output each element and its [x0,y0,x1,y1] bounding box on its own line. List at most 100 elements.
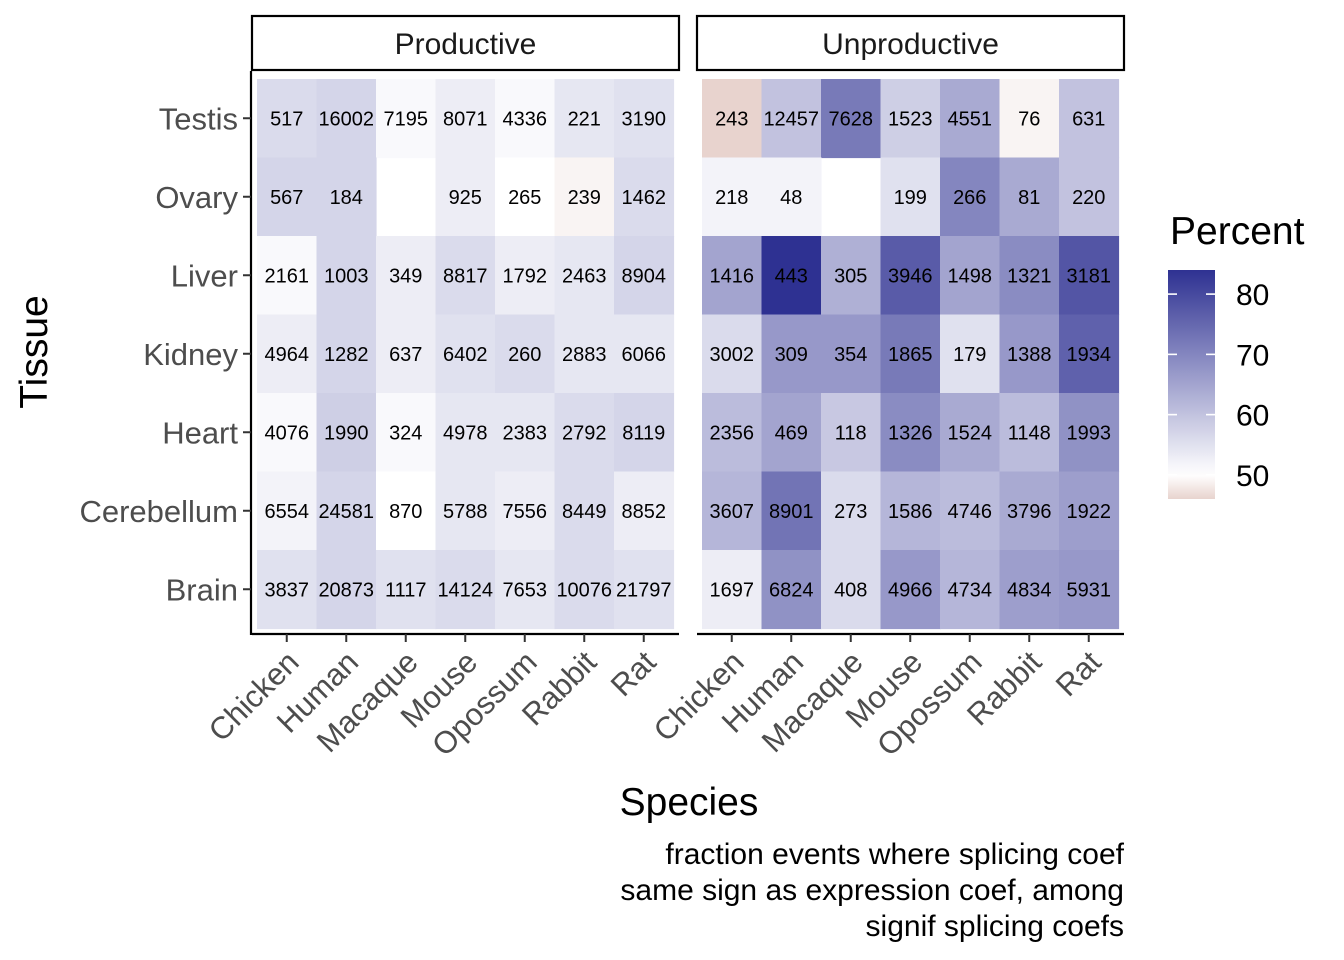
heatmap-cell [702,79,763,159]
heatmap-cell [554,550,615,630]
cell-label: 2356 [710,422,755,444]
caption-line: signif splicing coefs [866,910,1124,943]
heatmap-cell [940,471,1001,551]
cell-label: 567 [270,187,303,209]
x-tick-label: Rat [1049,644,1108,703]
cell-label: 243 [715,108,748,130]
cell-label: 1498 [948,265,993,287]
cell-label: 6402 [443,344,488,366]
heatmap-cell [614,393,675,473]
heatmap-cell [999,79,1060,159]
cell-label: 4076 [265,422,310,444]
cell-label: 239 [568,187,601,209]
heatmap-cell [880,79,941,159]
heatmap-cell [435,157,496,237]
cell-label: 5788 [443,501,488,523]
heatmap-cell [702,236,763,316]
heatmap-cell [495,236,556,316]
heatmap-cell [316,393,377,473]
heatmap-cell [316,550,377,630]
heatmap-cell [614,236,675,316]
heatmap-cell [940,236,1001,316]
cell-label: 1003 [324,265,369,287]
heatmap-cell [761,157,822,237]
cell-label: 1148 [1008,422,1051,444]
cell-label: 8071 [443,108,488,130]
heatmap-cell [435,236,496,316]
heatmap-cell [1059,79,1120,159]
caption: fraction events where splicing coef same… [620,838,1124,943]
cell-label: 4734 [948,579,993,601]
heatmap-cell [821,79,882,159]
heatmap-cell [880,236,941,316]
heatmap-cell [999,550,1060,630]
cell-label: 1321 [1007,265,1052,287]
cell-label: 3837 [265,579,310,601]
heatmap-cell [702,157,763,237]
heatmap-cell [495,79,556,159]
y-tick-label: Ovary [155,180,238,215]
cell-label: 324 [389,422,422,444]
heatmap-cell [316,79,377,159]
heatmap-cell [761,393,822,473]
cell-label: 199 [894,187,927,209]
cell-label: 309 [775,344,808,366]
cell-label: 1586 [888,501,933,523]
legend-label: 70 [1236,339,1269,372]
cell-label: 1282 [324,344,369,366]
cell-label: 8904 [622,265,667,287]
cell-label: 21797 [616,579,672,601]
cell-label: 76 [1018,108,1040,130]
cell-label: 408 [834,579,867,601]
heatmap-cell [376,471,437,551]
cell-label: 4746 [948,501,993,523]
legend-colorbar [1168,270,1215,499]
cell-label: 3181 [1067,265,1112,287]
cell-label: 1865 [888,344,933,366]
heatmap-cell [257,79,318,159]
color-legend: Percent 80 70 60 50 [1168,210,1305,499]
caption-line: same sign as expression coef, among [620,874,1124,907]
heatmap-cell [435,79,496,159]
cell-label: 24581 [318,501,374,523]
cell-label: 12457 [763,108,819,130]
cell-label: 870 [389,501,422,523]
y-tick-label: Liver [171,258,238,293]
heatmap-cell [1059,314,1120,394]
heatmap-cell [761,471,822,551]
heatmap-cell [495,550,556,630]
heatmap-cell [257,236,318,316]
heatmap-cell [495,393,556,473]
cell-label: 8901 [769,501,814,523]
legend-ticks: 80 70 60 50 [1168,279,1269,493]
cell-label: 4336 [503,108,548,130]
heatmap-cell [702,471,763,551]
heatmap-cell [821,314,882,394]
cell-label: 4966 [888,579,933,601]
cell-label: 220 [1072,187,1105,209]
y-tick-label: Testis [159,101,238,136]
heatmap-cell [999,157,1060,237]
heatmap-cell [761,550,822,630]
legend-label: 60 [1236,400,1269,433]
cell-label: 305 [834,265,867,287]
heatmap-cell [257,314,318,394]
heatmap-cell [614,157,675,237]
heatmap-cell [1059,157,1120,237]
cell-label: 3607 [710,501,755,523]
heatmap-cell [376,314,437,394]
heatmap-cell [554,79,615,159]
cell-label: 7556 [503,501,548,523]
facet-strip-label: Productive [395,28,537,61]
heatmap-cell [376,79,437,159]
cell-label: 4978 [443,422,488,444]
heatmap-cell [940,393,1001,473]
heatmap-cell [1059,236,1120,316]
cell-label: 6554 [265,501,310,523]
heatmap-cell [1059,393,1120,473]
cell-label: 7653 [503,579,548,601]
cell-label: 16002 [318,108,374,130]
cell-label: 349 [389,265,422,287]
heatmap-cell [614,79,675,159]
cell-label: 3002 [710,344,755,366]
